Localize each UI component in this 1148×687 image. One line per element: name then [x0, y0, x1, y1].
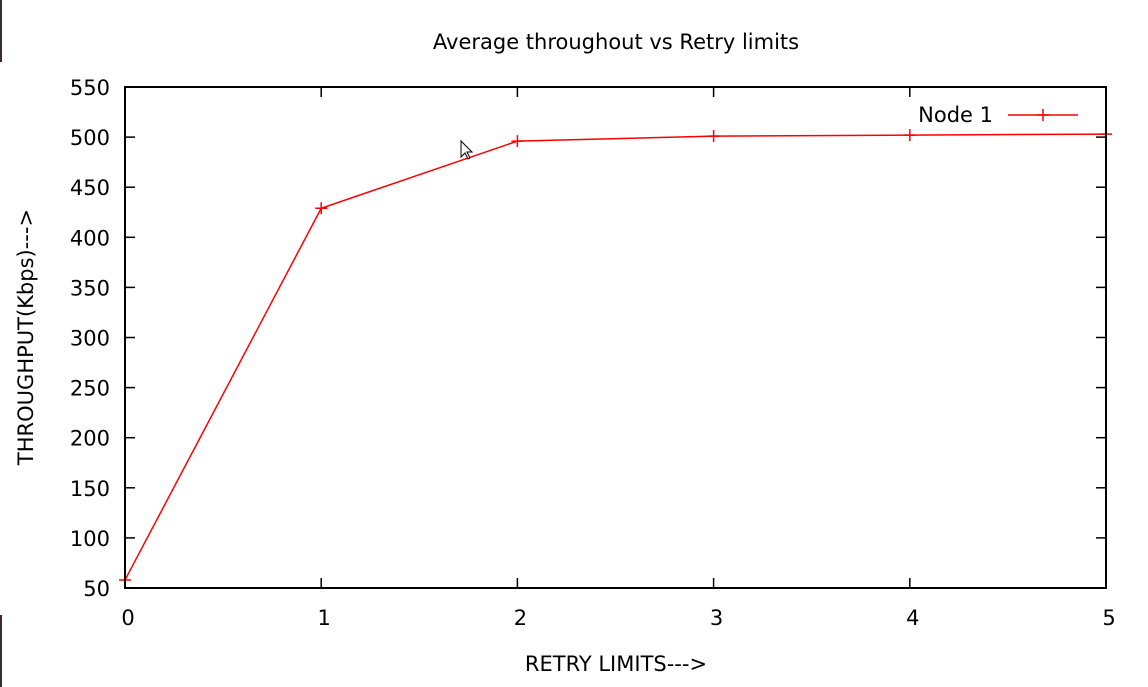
y-tick-label: 450: [70, 176, 110, 200]
y-tick-label: 400: [70, 226, 110, 250]
data-point-marker: [707, 130, 720, 143]
axis-ticks: [124, 86, 1107, 589]
y-tick-label: 100: [70, 527, 110, 551]
y-tick-label: 50: [83, 577, 110, 601]
y-tick-label: 200: [70, 427, 110, 451]
y-tick-label: 350: [70, 276, 110, 300]
legend-label-node-1: Node 1: [918, 103, 993, 127]
y-tick-labels: 50 100 150 200 250 300 350 400 450 500 550: [70, 76, 110, 601]
legend: Node 1: [918, 103, 1078, 127]
x-tick-label: 0: [121, 606, 134, 630]
x-tick-label: 3: [710, 606, 723, 630]
y-tick-label: 300: [70, 327, 110, 351]
x-axis-label: RETRY LIMITS--->: [525, 652, 707, 676]
y-tick-label: 550: [70, 76, 110, 100]
window-left-edge-lower: [0, 615, 2, 687]
series-line-node-1: [124, 133, 1107, 581]
data-point-marker: [511, 135, 524, 148]
legend-sample-node-1: [1008, 109, 1078, 121]
chart-title: Average throughout vs Retry limits: [433, 30, 799, 54]
y-axis-label: THROUGHPUT(Kbps)--->: [14, 209, 38, 466]
x-tick-label: 1: [318, 606, 331, 630]
window-left-edge: [0, 0, 2, 62]
y-tick-label: 250: [70, 377, 110, 401]
plot-frame: [124, 86, 1107, 589]
series-layer: [119, 128, 1112, 586]
y-tick-label: 150: [70, 477, 110, 501]
data-point-marker: [903, 129, 916, 142]
x-tick-labels: 0 1 2 3 4 5: [121, 606, 1115, 630]
y-tick-label: 500: [70, 126, 110, 150]
x-tick-label: 4: [906, 606, 919, 630]
mouse-pointer-icon: [460, 139, 474, 160]
data-point-marker: [315, 202, 328, 215]
x-tick-label: 2: [514, 606, 527, 630]
x-tick-label: 5: [1102, 606, 1115, 630]
